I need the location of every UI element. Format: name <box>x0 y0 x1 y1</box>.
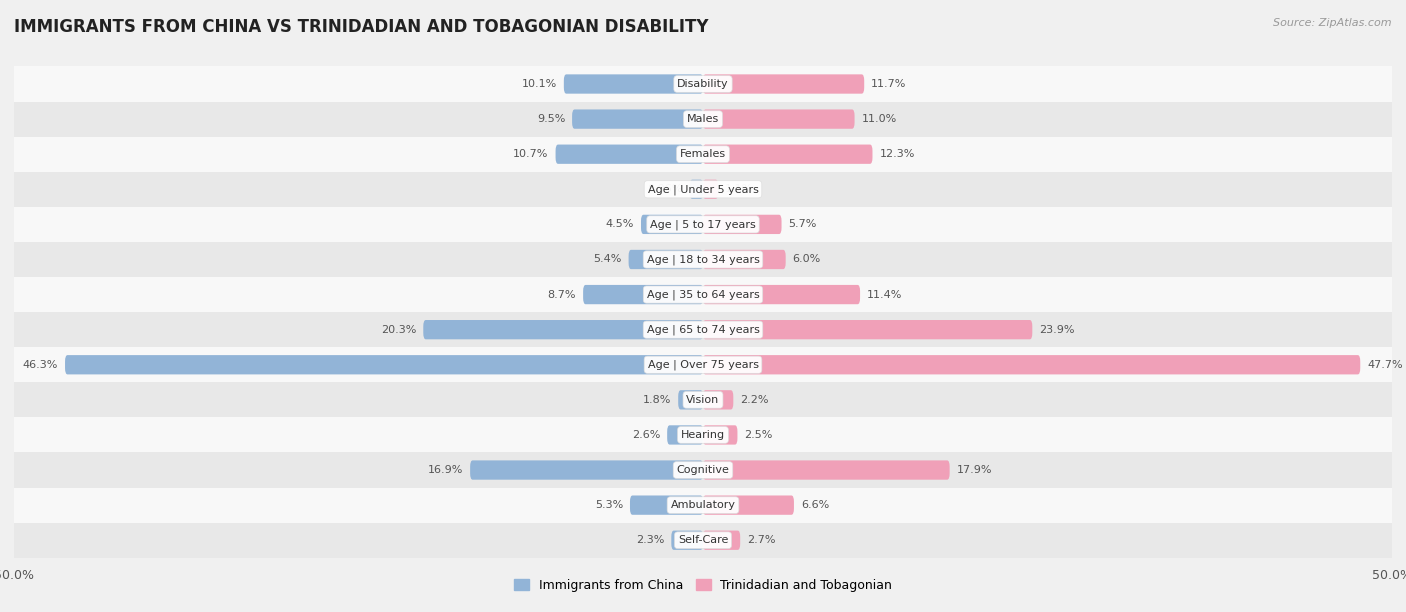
Bar <box>14 242 1392 277</box>
FancyBboxPatch shape <box>555 144 703 164</box>
FancyBboxPatch shape <box>628 250 703 269</box>
Text: 5.3%: 5.3% <box>595 500 623 510</box>
FancyBboxPatch shape <box>703 75 865 94</box>
Text: Vision: Vision <box>686 395 720 405</box>
Text: Self-Care: Self-Care <box>678 536 728 545</box>
Text: 12.3%: 12.3% <box>879 149 915 159</box>
Text: Source: ZipAtlas.com: Source: ZipAtlas.com <box>1274 18 1392 28</box>
FancyBboxPatch shape <box>703 531 740 550</box>
Text: 47.7%: 47.7% <box>1367 360 1403 370</box>
Text: Males: Males <box>688 114 718 124</box>
FancyBboxPatch shape <box>703 496 794 515</box>
Bar <box>14 382 1392 417</box>
FancyBboxPatch shape <box>572 110 703 129</box>
FancyBboxPatch shape <box>703 460 949 480</box>
Text: 0.96%: 0.96% <box>648 184 683 194</box>
Text: 5.7%: 5.7% <box>789 219 817 230</box>
FancyBboxPatch shape <box>65 355 703 375</box>
Text: 11.7%: 11.7% <box>872 79 907 89</box>
FancyBboxPatch shape <box>641 215 703 234</box>
Bar <box>14 488 1392 523</box>
Bar <box>14 172 1392 207</box>
FancyBboxPatch shape <box>703 320 1032 339</box>
Text: 23.9%: 23.9% <box>1039 325 1074 335</box>
FancyBboxPatch shape <box>678 390 703 409</box>
Text: 1.1%: 1.1% <box>725 184 754 194</box>
Text: Females: Females <box>681 149 725 159</box>
FancyBboxPatch shape <box>690 180 703 199</box>
Bar <box>14 312 1392 347</box>
Bar <box>14 347 1392 382</box>
Text: Age | Under 5 years: Age | Under 5 years <box>648 184 758 195</box>
Text: 8.7%: 8.7% <box>548 289 576 299</box>
Bar <box>14 277 1392 312</box>
FancyBboxPatch shape <box>564 75 703 94</box>
Text: 9.5%: 9.5% <box>537 114 565 124</box>
Text: Hearing: Hearing <box>681 430 725 440</box>
Text: Cognitive: Cognitive <box>676 465 730 475</box>
Text: 16.9%: 16.9% <box>427 465 463 475</box>
Text: Age | Over 75 years: Age | Over 75 years <box>648 359 758 370</box>
Bar <box>14 102 1392 136</box>
FancyBboxPatch shape <box>703 144 873 164</box>
Text: 1.8%: 1.8% <box>643 395 671 405</box>
Text: 5.4%: 5.4% <box>593 255 621 264</box>
FancyBboxPatch shape <box>470 460 703 480</box>
FancyBboxPatch shape <box>668 425 703 444</box>
FancyBboxPatch shape <box>703 180 718 199</box>
Text: 20.3%: 20.3% <box>381 325 416 335</box>
Text: Age | 18 to 34 years: Age | 18 to 34 years <box>647 254 759 265</box>
FancyBboxPatch shape <box>703 110 855 129</box>
Text: 10.1%: 10.1% <box>522 79 557 89</box>
FancyBboxPatch shape <box>423 320 703 339</box>
Text: 2.3%: 2.3% <box>636 536 665 545</box>
FancyBboxPatch shape <box>703 390 734 409</box>
Text: 2.7%: 2.7% <box>747 536 776 545</box>
Text: 6.6%: 6.6% <box>801 500 830 510</box>
Text: Age | 65 to 74 years: Age | 65 to 74 years <box>647 324 759 335</box>
Text: Disability: Disability <box>678 79 728 89</box>
FancyBboxPatch shape <box>583 285 703 304</box>
Text: 2.2%: 2.2% <box>740 395 769 405</box>
Bar <box>14 523 1392 558</box>
Text: IMMIGRANTS FROM CHINA VS TRINIDADIAN AND TOBAGONIAN DISABILITY: IMMIGRANTS FROM CHINA VS TRINIDADIAN AND… <box>14 18 709 36</box>
Text: 4.5%: 4.5% <box>606 219 634 230</box>
Bar <box>14 452 1392 488</box>
Bar <box>14 417 1392 452</box>
Text: 2.5%: 2.5% <box>744 430 773 440</box>
Text: 10.7%: 10.7% <box>513 149 548 159</box>
Text: Age | 35 to 64 years: Age | 35 to 64 years <box>647 289 759 300</box>
Text: Age | 5 to 17 years: Age | 5 to 17 years <box>650 219 756 230</box>
Legend: Immigrants from China, Trinidadian and Tobagonian: Immigrants from China, Trinidadian and T… <box>509 574 897 597</box>
Text: 17.9%: 17.9% <box>956 465 993 475</box>
Text: 46.3%: 46.3% <box>22 360 58 370</box>
Text: 6.0%: 6.0% <box>793 255 821 264</box>
FancyBboxPatch shape <box>671 531 703 550</box>
Text: 11.4%: 11.4% <box>868 289 903 299</box>
Text: 11.0%: 11.0% <box>862 114 897 124</box>
FancyBboxPatch shape <box>630 496 703 515</box>
Bar <box>14 67 1392 102</box>
Text: Ambulatory: Ambulatory <box>671 500 735 510</box>
FancyBboxPatch shape <box>703 425 738 444</box>
FancyBboxPatch shape <box>703 215 782 234</box>
Text: 2.6%: 2.6% <box>631 430 661 440</box>
Bar <box>14 136 1392 172</box>
FancyBboxPatch shape <box>703 285 860 304</box>
Bar <box>14 207 1392 242</box>
FancyBboxPatch shape <box>703 250 786 269</box>
FancyBboxPatch shape <box>703 355 1360 375</box>
